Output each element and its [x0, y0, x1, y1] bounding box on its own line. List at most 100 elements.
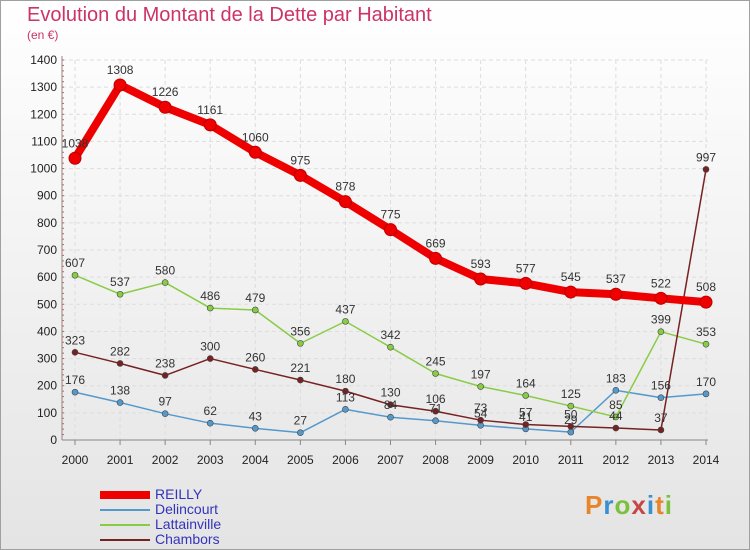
data-label-reilly: 1226 [152, 85, 179, 99]
data-label-lattainville: 353 [696, 325, 716, 339]
data-label-lattainville: 342 [380, 328, 400, 342]
data-label-reilly: 975 [290, 153, 310, 167]
data-point-chambors [116, 360, 124, 367]
data-label-reilly: 1060 [242, 130, 269, 144]
data-point-reilly [113, 78, 127, 92]
data-label-chambors: 221 [290, 361, 310, 375]
data-point-lattainville [116, 290, 124, 298]
x-tick-label: 2011 [558, 453, 584, 467]
data-label-reilly: 508 [696, 280, 716, 294]
data-label-delincourt: 71 [429, 402, 443, 416]
legend-swatch-delincourt [100, 509, 150, 511]
data-label-lattainville: 486 [200, 289, 220, 303]
x-tick-label: 2013 [648, 453, 675, 467]
data-point-reilly [609, 287, 623, 301]
logo-letter: r [603, 490, 615, 520]
y-tick-label: 900 [37, 189, 57, 203]
data-label-chambors: 50 [564, 407, 578, 421]
data-point-delincourt [612, 387, 620, 394]
data-point-chambors [206, 355, 214, 362]
data-point-chambors [522, 421, 530, 428]
data-label-delincourt: 29 [564, 413, 578, 427]
x-tick-label: 2002 [152, 453, 179, 467]
legend-label-lattainville: Lattainville [155, 516, 222, 532]
legend-label-delincourt: Delincourt [155, 501, 219, 517]
data-point-chambors [71, 349, 79, 356]
data-label-lattainville: 85 [609, 398, 623, 412]
x-tick-label: 2004 [242, 453, 269, 467]
data-point-lattainville [342, 318, 349, 325]
data-label-chambors: 997 [696, 150, 716, 164]
data-point-delincourt [161, 410, 169, 417]
data-point-chambors [612, 424, 620, 432]
data-label-lattainville: 125 [561, 387, 581, 401]
proxiti-logo[interactable]: Proxiti [585, 490, 673, 521]
data-label-reilly: 1161 [197, 103, 223, 117]
data-point-lattainville [522, 392, 530, 399]
data-point-chambors [567, 423, 575, 430]
logo-letter: i [646, 490, 656, 520]
data-label-chambors: 238 [155, 356, 175, 370]
y-tick-label: 400 [37, 324, 57, 338]
data-label-delincourt: 97 [158, 395, 172, 409]
data-label-delincourt: 138 [110, 384, 130, 398]
data-label-delincourt: 27 [294, 414, 308, 428]
data-label-chambors: 300 [200, 340, 220, 354]
data-label-reilly: 522 [651, 276, 671, 290]
data-label-lattainville: 356 [290, 324, 310, 338]
legend-label-reilly: REILLY [155, 486, 203, 502]
y-tick-label: 1000 [30, 162, 57, 176]
data-label-delincourt: 62 [204, 404, 218, 418]
data-point-reilly [654, 291, 668, 305]
legend-swatch-chambors [100, 539, 150, 541]
data-point-delincourt [567, 428, 575, 436]
data-point-chambors [387, 401, 394, 409]
data-point-lattainville [71, 271, 79, 279]
data-label-reilly: 593 [471, 257, 491, 271]
data-label-lattainville: 537 [110, 275, 130, 289]
y-tick-label: 1400 [30, 53, 57, 67]
data-label-delincourt: 113 [336, 390, 355, 404]
y-tick-label: 200 [37, 379, 57, 393]
x-tick-label: 2012 [603, 453, 630, 467]
y-tick-label: 700 [37, 243, 57, 257]
data-point-lattainville [477, 383, 484, 390]
y-tick-label: 1100 [31, 134, 57, 148]
legend-swatch-reilly [100, 491, 150, 499]
data-point-reilly [519, 276, 533, 290]
y-tick-label: 0 [50, 433, 57, 447]
logo-letter: t [655, 490, 665, 520]
data-label-lattainville: 399 [651, 313, 671, 327]
data-label-chambors: 130 [380, 386, 400, 400]
data-point-chambors [432, 407, 439, 415]
x-tick-label: 2003 [197, 453, 224, 467]
data-point-chambors [297, 376, 304, 384]
data-label-delincourt: 43 [249, 409, 263, 423]
data-point-reilly [429, 251, 443, 265]
data-point-lattainville [297, 340, 304, 347]
data-label-reilly: 1308 [107, 63, 134, 77]
data-point-delincourt [297, 429, 304, 436]
data-label-delincourt: 183 [606, 371, 626, 385]
legend-label-chambors: Chambors [155, 531, 220, 547]
data-point-delincourt [702, 390, 710, 398]
y-tick-label: 500 [37, 297, 57, 311]
data-point-reilly [699, 295, 713, 309]
data-point-lattainville [161, 279, 169, 286]
data-point-delincourt [657, 394, 665, 401]
x-tick-label: 2009 [467, 453, 494, 467]
data-point-delincourt [251, 425, 259, 432]
data-label-reilly: 669 [426, 236, 446, 250]
data-label-chambors: 323 [65, 333, 85, 347]
data-label-chambors: 282 [110, 344, 130, 358]
data-point-reilly [203, 118, 217, 132]
data-label-chambors: 37 [654, 411, 668, 425]
x-tick-label: 2000 [62, 453, 89, 467]
x-tick-label: 2014 [693, 453, 720, 467]
data-point-chambors [657, 426, 665, 434]
data-point-reilly [293, 168, 307, 182]
data-label-lattainville: 479 [245, 291, 265, 305]
data-point-lattainville [251, 306, 259, 314]
data-point-delincourt [71, 388, 79, 396]
data-label-reilly: 1038 [62, 136, 89, 150]
